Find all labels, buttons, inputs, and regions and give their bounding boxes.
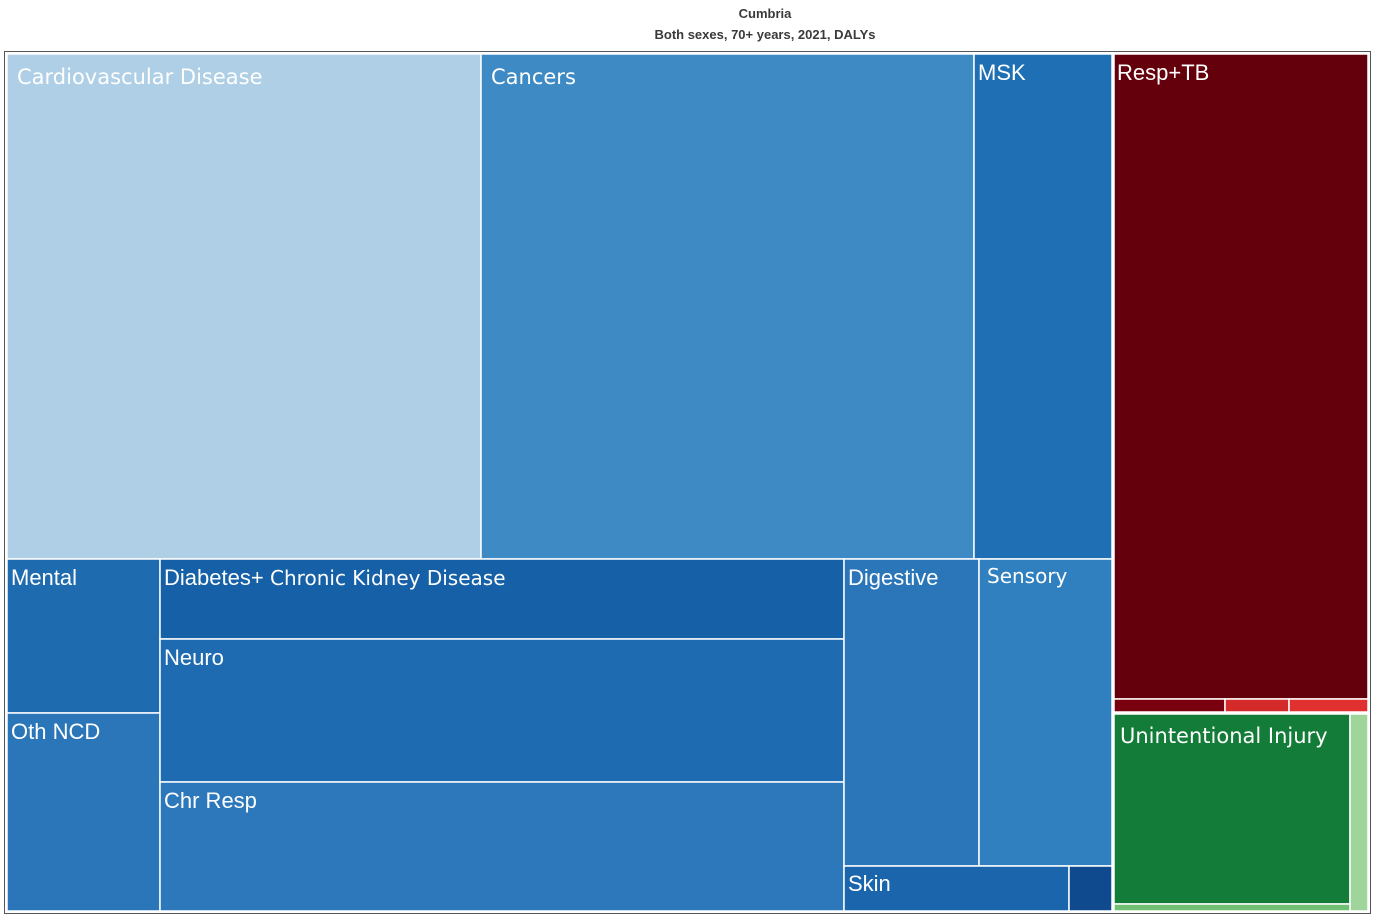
treemap-rect-cancers xyxy=(480,53,975,560)
treemap-svg: Cardiovascular Disease Cancers MSK Mental Ot… xyxy=(6,53,1369,912)
treemap-cell-neuro: Neuro xyxy=(159,638,845,783)
chart-title: Cumbria xyxy=(738,6,792,21)
treemap-rect-minor-0-11 xyxy=(1068,865,1113,912)
treemap-rect-cardiovascular-disease xyxy=(6,53,482,560)
treemap-rect-minor-1-3 xyxy=(1288,698,1369,713)
chart-subtitle: Both sexes, 70+ years, 2021, DALYs xyxy=(654,27,876,42)
treemap-label-neuro: Neuro xyxy=(164,645,224,670)
treemap-cell-cancers: Cancers xyxy=(480,53,975,560)
treemap-rect-resp-tb xyxy=(1113,53,1369,700)
treemap-cell-msk: MSK xyxy=(973,53,1113,560)
treemap-cell-unintentional-injury: Unintentional Injury xyxy=(1113,713,1351,905)
treemap-label-resp-tb: Resp+TB xyxy=(1117,60,1209,85)
treemap-cell-minor-1-3 xyxy=(1288,698,1369,713)
treemap-cell-minor-2-1 xyxy=(1349,713,1369,912)
treemap-label-sensory: Sensory xyxy=(987,564,1068,588)
treemap-rect-minor-1-2 xyxy=(1224,698,1290,713)
treemap-rect-minor-2-1 xyxy=(1349,713,1369,912)
treemap-cell-cardiovascular-disease: Cardiovascular Disease xyxy=(6,53,482,560)
treemap-cell-sensory: Sensory xyxy=(978,558,1113,867)
treemap-rect-msk xyxy=(973,53,1113,560)
treemap-cell-diabetes-chronic-kidney-disease: Diabetes+ Chronic Kidney Disease xyxy=(159,558,845,640)
treemap-cell-digestive: Digestive xyxy=(843,558,980,867)
treemap-rect-neuro xyxy=(159,638,845,783)
treemap-rect-oth-ncd xyxy=(6,712,161,912)
treemap-cell-skin: Skin xyxy=(843,865,1070,912)
treemap-rect-sensory xyxy=(978,558,1113,867)
treemap-cell-minor-2-2 xyxy=(1113,903,1351,912)
treemap-cell-mental: Mental xyxy=(6,558,161,714)
treemap-cell-oth-ncd: Oth NCD xyxy=(6,712,161,912)
treemap-label-mental: Mental xyxy=(11,565,77,590)
treemap-cell-resp-tb: Resp+TB xyxy=(1113,53,1369,700)
treemap-label-msk: MSK xyxy=(978,60,1026,85)
treemap-frame: Cardiovascular Disease Cancers MSK Mental Ot… xyxy=(4,51,1371,914)
treemap-cell-chr-resp: Chr Resp xyxy=(159,781,845,912)
treemap-label-skin: Skin xyxy=(848,871,891,896)
treemap-cell-minor-1-1 xyxy=(1113,698,1226,713)
treemap-label-chr-resp: Chr Resp xyxy=(164,788,257,813)
treemap-rect-diabetes-chronic-kidney-disease xyxy=(159,558,845,640)
treemap-rect-chr-resp xyxy=(159,781,845,912)
treemap-rect-digestive xyxy=(843,558,980,867)
treemap-label-cardiovascular-disease: Cardiovascular Disease xyxy=(17,65,263,89)
treemap-cell-minor-0-11 xyxy=(1068,865,1113,912)
treemap-label-cancers: Cancers xyxy=(491,65,576,89)
treemap-label-diabetes-chronic-kidney-disease: Diabetes+ Chronic Kidney Disease xyxy=(164,565,506,590)
treemap-rect-minor-1-1 xyxy=(1113,698,1226,713)
treemap-rect-minor-2-2 xyxy=(1113,903,1351,912)
treemap-cell-minor-1-2 xyxy=(1224,698,1290,713)
treemap-label-oth-ncd: Oth NCD xyxy=(11,719,100,744)
treemap-rect-unintentional-injury xyxy=(1113,713,1351,905)
treemap-label-digestive: Digestive xyxy=(848,565,938,590)
treemap-label-unintentional-injury: Unintentional Injury xyxy=(1120,724,1328,748)
treemap-rect-mental xyxy=(6,558,161,714)
